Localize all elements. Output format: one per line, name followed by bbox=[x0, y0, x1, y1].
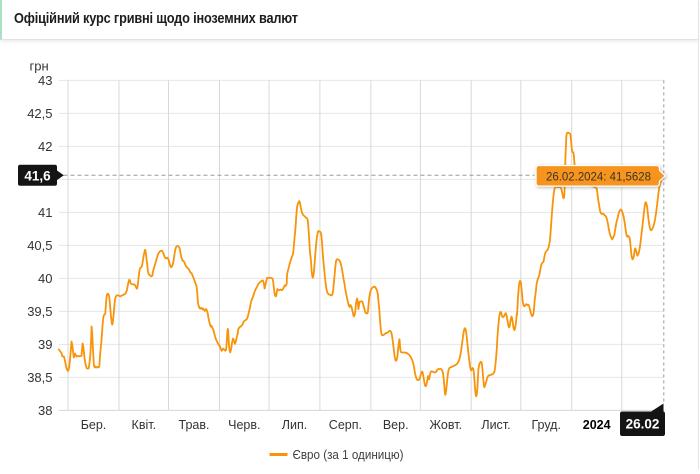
svg-text:39: 39 bbox=[38, 337, 52, 352]
svg-text:Бер.: Бер. bbox=[81, 418, 107, 432]
svg-text:Черв.: Черв. bbox=[228, 418, 260, 432]
svg-text:40: 40 bbox=[38, 271, 52, 286]
svg-text:Жовт.: Жовт. bbox=[430, 418, 463, 432]
svg-text:39,5: 39,5 bbox=[27, 304, 52, 319]
svg-text:Серп.: Серп. bbox=[329, 418, 362, 432]
svg-text:Трав.: Трав. bbox=[179, 418, 210, 432]
svg-text:грн: грн bbox=[30, 59, 49, 74]
svg-text:Квіт.: Квіт. bbox=[132, 418, 157, 432]
svg-text:26.02: 26.02 bbox=[626, 417, 660, 432]
svg-text:26.02.2024: 41,5628: 26.02.2024: 41,5628 bbox=[546, 170, 651, 184]
svg-text:Груд.: Груд. bbox=[531, 418, 560, 432]
svg-text:Лист.: Лист. bbox=[481, 418, 510, 432]
svg-text:41: 41 bbox=[38, 205, 52, 220]
svg-text:42: 42 bbox=[38, 139, 52, 154]
svg-text:43: 43 bbox=[38, 73, 52, 88]
svg-text:38: 38 bbox=[38, 403, 52, 418]
svg-text:41,6: 41,6 bbox=[24, 168, 51, 183]
svg-text:2024: 2024 bbox=[583, 418, 611, 432]
svg-text:38,5: 38,5 bbox=[27, 370, 52, 385]
svg-text:Євро (за 1 одиницю): Євро (за 1 одиницю) bbox=[293, 448, 404, 462]
svg-text:42,5: 42,5 bbox=[27, 106, 52, 121]
svg-text:Лип.: Лип. bbox=[282, 418, 307, 432]
svg-text:40,5: 40,5 bbox=[27, 238, 52, 253]
svg-text:Вер.: Вер. bbox=[383, 418, 409, 432]
